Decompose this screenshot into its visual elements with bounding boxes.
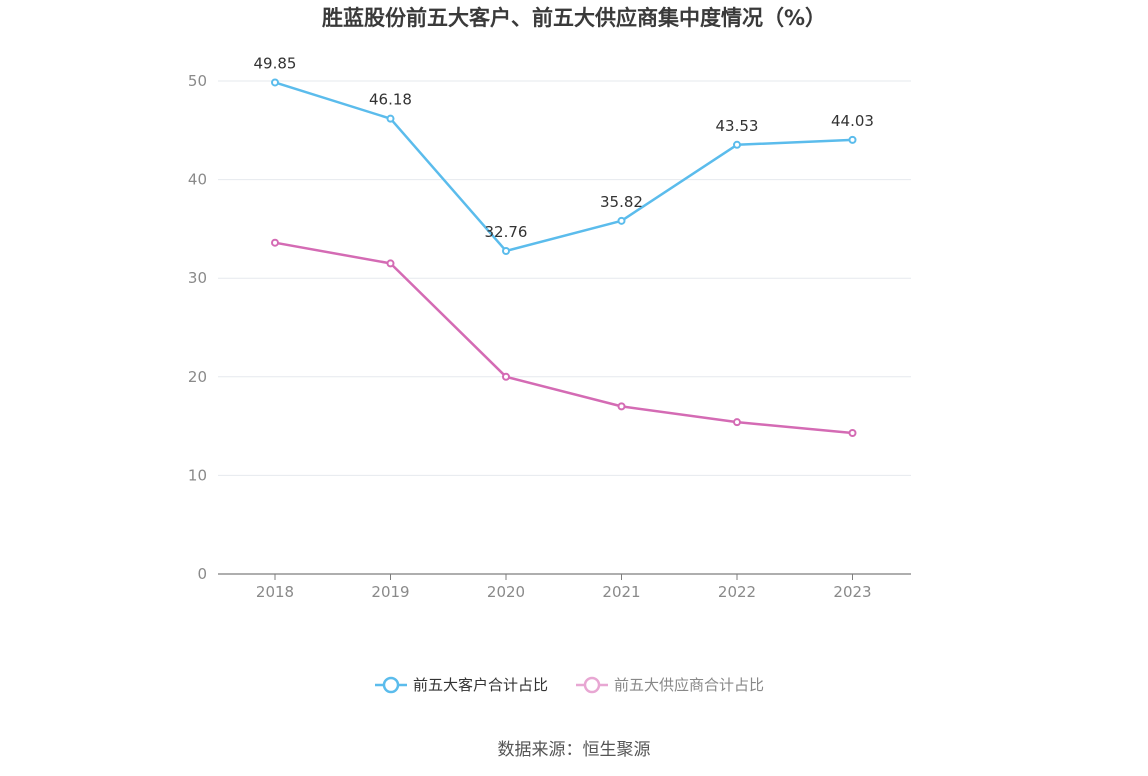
y-tick-label: 50 xyxy=(188,72,207,90)
series-point-0[interactable] xyxy=(271,78,279,87)
series-point-0[interactable] xyxy=(617,216,626,225)
series-point-0[interactable] xyxy=(733,140,741,149)
data-label: 46.18 xyxy=(369,91,412,109)
chart-title: 胜蓝股份前五大客户、前五大供应商集中度情况（%） xyxy=(322,6,826,30)
series-line-1 xyxy=(273,241,854,435)
x-tick-label: 2022 xyxy=(718,583,756,601)
y-tick-label: 10 xyxy=(188,466,207,484)
series-point-0[interactable] xyxy=(386,114,395,123)
series-line-0 xyxy=(273,81,854,253)
legend-marker-icon xyxy=(382,676,400,694)
legend-label: 前五大供应商合计占比 xyxy=(614,676,764,694)
data-label: 49.85 xyxy=(254,54,297,72)
legend-label: 前五大客户合计占比 xyxy=(413,676,548,694)
source-note: 数据来源：恒生聚源 xyxy=(498,740,651,760)
series-point-0[interactable] xyxy=(502,246,510,255)
series-point-1[interactable] xyxy=(502,372,510,381)
data-label: 35.82 xyxy=(600,193,643,211)
series-point-0[interactable] xyxy=(848,135,857,144)
y-tick-label: 20 xyxy=(188,368,207,386)
legend-item-0[interactable]: 前五大客户合计占比 xyxy=(375,676,548,694)
x-tick-label: 2023 xyxy=(833,583,871,601)
data-label: 32.76 xyxy=(485,223,528,241)
x-tick-label: 2021 xyxy=(602,583,640,601)
x-tick-label: 2020 xyxy=(487,583,525,601)
x-tick-label: 2018 xyxy=(256,583,294,601)
y-tick-label: 40 xyxy=(188,171,207,189)
x-tick-label: 2019 xyxy=(371,583,409,601)
data-label: 43.53 xyxy=(716,117,759,135)
grid xyxy=(218,80,911,476)
series-layer xyxy=(271,78,857,438)
y-tick-label: 30 xyxy=(188,269,207,287)
series-point-1[interactable] xyxy=(848,429,857,438)
series-point-1[interactable] xyxy=(733,418,741,427)
legend-item-1[interactable]: 前五大供应商合计占比 xyxy=(576,676,764,694)
series-point-1[interactable] xyxy=(386,259,395,268)
axes: 0 10 20 30 40 50 2018 2019 2020 2021 2022 2023 xyxy=(188,72,911,601)
series-point-1[interactable] xyxy=(617,402,626,411)
data-label: 44.03 xyxy=(831,112,874,130)
legend: 前五大客户合计占比 前五大供应商合计占比 xyxy=(375,676,764,694)
y-tick-label: 0 xyxy=(197,565,207,583)
legend-marker-icon xyxy=(583,676,601,694)
data-labels: 49.85 46.18 32.76 35.82 43.53 44.03 xyxy=(254,54,874,241)
series-point-1[interactable] xyxy=(271,238,279,247)
